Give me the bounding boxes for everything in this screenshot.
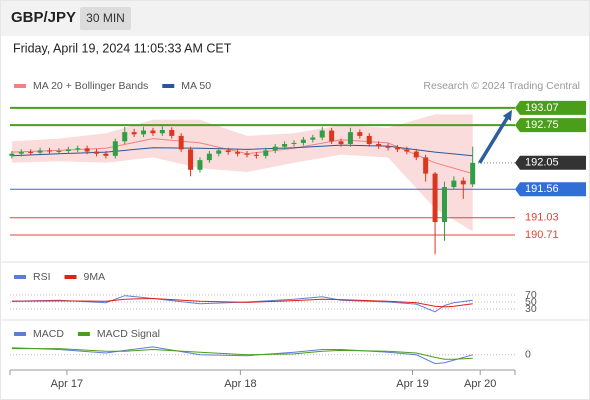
x-tick-label: Apr 17 <box>51 378 83 390</box>
x-tick-label: Apr 19 <box>396 378 428 390</box>
candle-body <box>470 162 476 185</box>
candle-body <box>413 151 419 158</box>
candle-body <box>112 141 118 156</box>
candle-body <box>122 132 128 142</box>
candle-body <box>197 160 203 170</box>
legend-swatch <box>14 84 26 88</box>
y-tick-label: 30 <box>525 303 537 315</box>
level-label: 193.07 <box>525 102 559 114</box>
legend-swatch <box>162 84 175 88</box>
legend-swatch <box>14 275 26 279</box>
candle-body <box>94 151 100 154</box>
candle-body <box>188 149 194 170</box>
level-label: 192.05 <box>525 157 559 169</box>
x-tick-label: Apr 18 <box>224 378 256 390</box>
legend-swatch <box>14 332 26 336</box>
candle-body <box>244 153 250 155</box>
level-label: 191.03 <box>525 212 559 224</box>
candle-body <box>423 157 429 174</box>
credit: Research © 2024 Trading Central <box>423 80 580 92</box>
candle-body <box>235 152 241 154</box>
level-tag <box>515 155 586 170</box>
candle-body <box>141 130 147 135</box>
level-tag <box>515 100 586 115</box>
legend-label: MA 50 <box>181 80 211 92</box>
legend-label: MACD <box>33 328 64 340</box>
candle-body <box>272 146 278 151</box>
candle-body <box>310 137 316 140</box>
legend-label: MA 20 + Bollinger Bands <box>33 80 148 92</box>
y-tick-label: 0 <box>525 349 531 361</box>
candle-body <box>460 180 466 185</box>
level-label: 191.56 <box>525 183 559 195</box>
candle-body <box>225 150 231 153</box>
x-tick-label: Apr 20 <box>464 378 496 390</box>
y-tick-label: 70 <box>525 289 537 301</box>
candle-body <box>338 141 344 144</box>
candle-body <box>84 148 90 152</box>
legend-label: MACD Signal <box>97 328 160 340</box>
candle-body <box>441 187 447 223</box>
y-tick-label: 50 <box>525 296 537 308</box>
candle-body <box>385 146 391 148</box>
candle-body <box>263 150 269 156</box>
candle-body <box>46 150 52 152</box>
candle-body <box>329 130 335 142</box>
bollinger-band <box>11 114 473 232</box>
forecast-arrow <box>478 114 511 164</box>
candle-body <box>178 135 184 150</box>
candle-body <box>253 154 259 156</box>
candle-body <box>216 150 222 154</box>
forecast-arrowhead <box>502 109 512 121</box>
interval[interactable]: 30 MIN <box>86 11 125 25</box>
candle-body <box>291 142 297 144</box>
candle-body <box>206 153 212 161</box>
candle-body <box>37 150 43 153</box>
candle-body <box>9 153 15 156</box>
candle-body <box>432 173 438 223</box>
candle-body <box>282 143 288 147</box>
candle-body <box>103 153 109 156</box>
level-label: 192.75 <box>525 119 559 131</box>
indicator-line <box>11 297 473 308</box>
candle-body <box>404 149 410 152</box>
symbol: GBP/JPY <box>11 9 76 26</box>
candle-body <box>18 152 24 154</box>
level-tag <box>515 118 586 133</box>
legend-swatch <box>64 275 77 279</box>
ma-line <box>11 144 473 157</box>
candle-body <box>56 150 62 152</box>
candle-body <box>357 132 363 136</box>
level-tag <box>515 182 586 197</box>
candle-body <box>347 132 353 144</box>
candle-body <box>451 180 457 188</box>
candle-body <box>65 149 71 151</box>
candle-body <box>28 152 34 154</box>
candle-body <box>394 147 400 150</box>
candle-body <box>300 139 306 143</box>
datetime: Friday, April 19, 2024 11:05:33 AM CET <box>13 41 232 55</box>
candle-body <box>131 132 137 135</box>
candle-body <box>75 148 81 150</box>
interval-badge[interactable] <box>80 7 131 30</box>
candle-body <box>376 143 382 147</box>
candle-body <box>159 129 165 134</box>
candle-body <box>319 130 325 138</box>
legend-label: RSI <box>33 271 51 283</box>
legend-swatch <box>77 332 90 336</box>
candle-body <box>150 130 156 134</box>
candle-body <box>366 135 372 144</box>
indicator-line <box>11 295 473 313</box>
indicator-line <box>11 348 473 360</box>
level-label: 190.71 <box>525 229 559 241</box>
candle-body <box>169 129 175 136</box>
legend-label: 9MA <box>84 271 106 283</box>
